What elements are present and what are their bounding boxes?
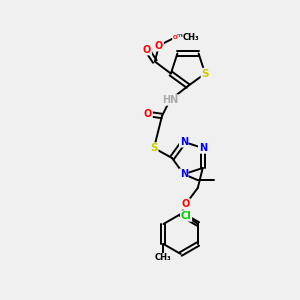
Text: S: S: [150, 143, 158, 153]
Text: Cl: Cl: [181, 211, 191, 221]
Text: O: O: [143, 45, 151, 55]
Text: O: O: [172, 35, 177, 40]
Text: CH₃: CH₃: [155, 254, 172, 262]
Text: O: O: [182, 199, 190, 209]
Text: O: O: [155, 40, 163, 51]
Text: methyl: methyl: [177, 33, 196, 38]
Text: S: S: [201, 69, 209, 79]
Text: CH₃: CH₃: [183, 33, 200, 42]
Text: O: O: [144, 109, 152, 119]
Text: N: N: [180, 169, 188, 179]
Text: O: O: [155, 40, 163, 51]
Text: HN: HN: [162, 95, 178, 105]
Text: N: N: [180, 137, 188, 147]
Text: N: N: [199, 143, 207, 153]
Text: O: O: [143, 45, 151, 55]
